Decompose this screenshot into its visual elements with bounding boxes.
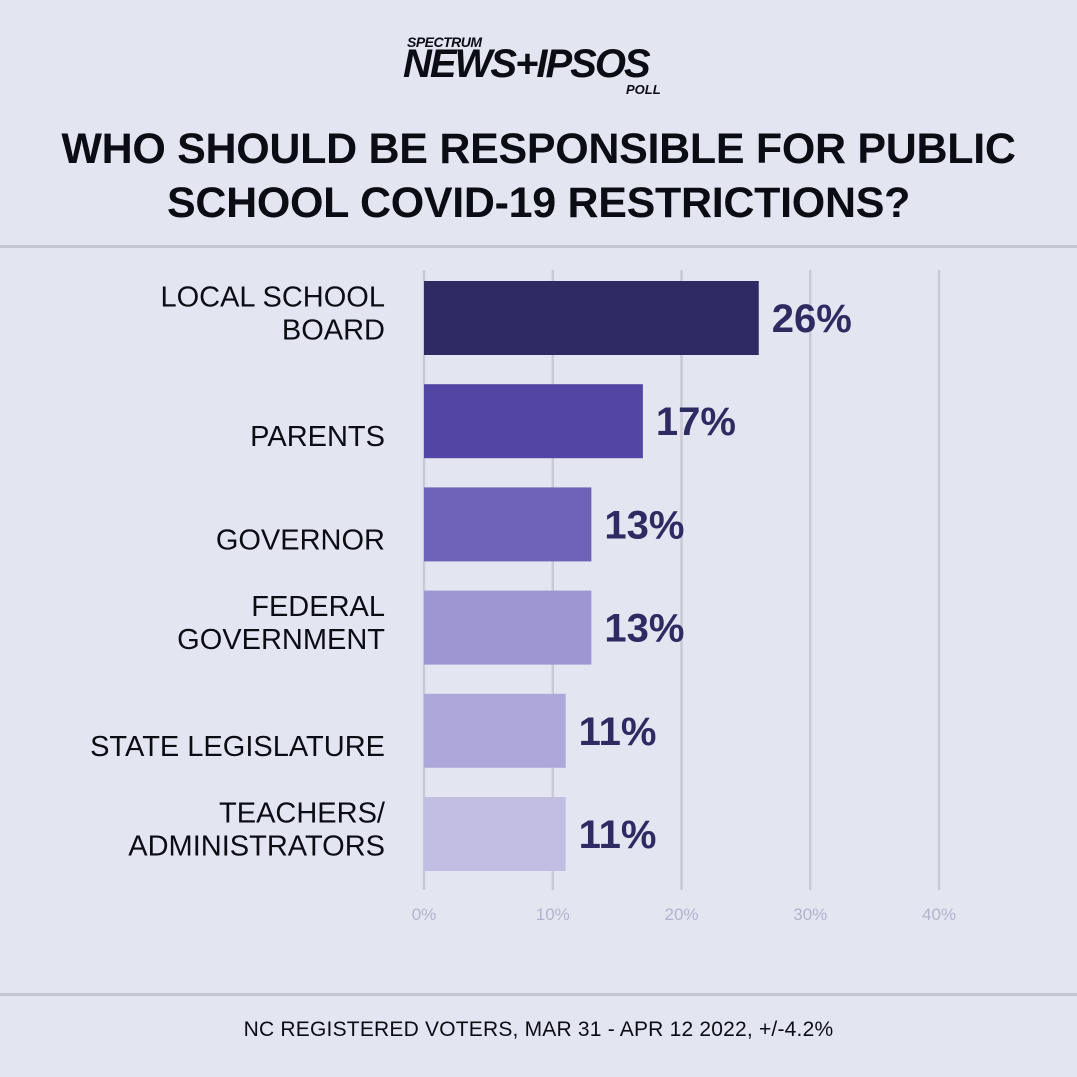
x-tick-label: 30% [793,905,827,924]
data-label: 13% [604,607,684,651]
footer-source-note: NC REGISTERED VOTERS, MAR 31 - APR 12 20… [243,1018,834,1041]
x-tick-label: 10% [536,905,570,924]
bar-chart: 0% 10% 20% 30% 40% 26% LOCAL SCHOOL BOARD 17% PAR… [0,248,1077,993]
category-label: LOCAL SCHOOL BOARD [160,282,385,347]
bar [424,693,566,768]
data-label: 26% [772,297,852,341]
category-label: FEDERAL GOVERNMENT [177,591,385,656]
logo-poll-text: POLL [626,82,661,97]
category-label: PARENTS [250,421,385,453]
bar-chart-svg: 0% 10% 20% 30% 40% 26% LOCAL SCHOOL BOARD 17% PAR… [90,270,956,924]
x-tick-label: 40% [922,905,956,924]
logo-spectrum-text: SPECTRUM [407,34,482,50]
category-label: GOVERNOR [216,524,385,556]
data-label: 17% [656,400,736,444]
footer-divider [0,993,1077,996]
spectrum-news-ipsos-logo: SPECTRUM NEWS+IPSOS POLL [0,32,1077,102]
header: SPECTRUM NEWS+IPSOS POLL WHO SHOULD BE R… [0,0,1077,246]
category-label: TEACHERS/ADMINISTRATORS [128,798,386,863]
bar [424,797,566,871]
data-label: 13% [604,503,684,547]
chart-title: WHO SHOULD BE RESPONSIBLE FOR PUBLIC SCH… [61,125,1016,227]
bar [424,384,643,459]
x-tick-label: 0% [412,905,437,924]
logo-news-ipsos-text: NEWS+IPSOS [403,42,651,86]
category-label: STATE LEGISLATURE [90,731,385,763]
data-label: 11% [579,710,657,754]
bar [424,487,592,562]
header-divider [0,245,1077,248]
bar [424,590,592,665]
data-label: 11% [579,813,657,857]
x-tick-label: 20% [664,905,698,924]
bar [424,281,759,355]
